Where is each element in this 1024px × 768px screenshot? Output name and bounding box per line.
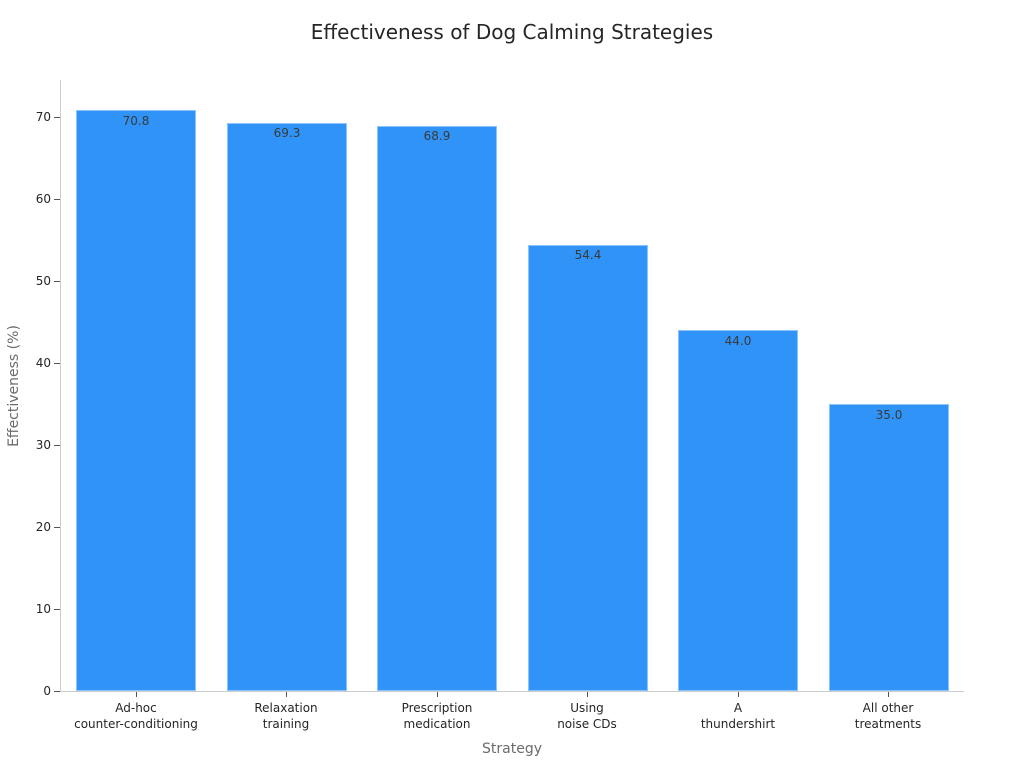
y-tick-label: 60	[35, 192, 51, 206]
bar-ad-hoc-counter-conditioning	[76, 110, 196, 691]
y-tick-label: 50	[35, 274, 51, 288]
y-tick	[54, 691, 60, 692]
x-tick-label: Ad-hoc counter-conditioning	[74, 701, 198, 731]
bar-value-label: 44.0	[724, 334, 752, 348]
bar-value-label: 35.0	[875, 408, 903, 422]
bar-prescription-medication	[377, 126, 497, 691]
x-tick-label: Relaxation training	[254, 701, 318, 731]
x-tick-label: Using noise CDs	[557, 701, 617, 731]
bar-a-thundershirt	[678, 330, 798, 691]
x-tick	[286, 692, 287, 697]
y-tick-label: 30	[35, 438, 51, 452]
x-tick-label: A thundershirt	[700, 701, 776, 731]
x-tick	[587, 692, 588, 697]
bar-value-label: 68.9	[423, 129, 451, 143]
y-axis-line	[60, 80, 61, 692]
chart-title: Effectiveness of Dog Calming Strategies	[310, 20, 714, 44]
bar-relaxation-training	[227, 123, 347, 691]
y-tick	[54, 445, 60, 446]
x-tick-label: Prescription medication	[401, 701, 473, 731]
x-axis-line	[60, 691, 964, 692]
y-tick	[54, 609, 60, 610]
y-tick	[54, 527, 60, 528]
bar-all-other-treatments	[829, 404, 949, 691]
x-tick-label: All other treatments	[854, 701, 922, 731]
x-tick	[136, 692, 137, 697]
y-tick-label: 40	[35, 356, 51, 370]
y-tick-label: 10	[35, 602, 51, 616]
bar-using-noise-cds	[528, 245, 648, 691]
bar-value-label: 70.8	[122, 114, 150, 128]
y-tick	[54, 117, 60, 118]
x-tick	[738, 692, 739, 697]
y-tick	[54, 363, 60, 364]
bar-value-label: 69.3	[273, 126, 301, 140]
y-tick-label: 20	[35, 520, 51, 534]
bar-value-label: 54.4	[574, 248, 602, 262]
y-tick	[54, 199, 60, 200]
y-tick	[54, 281, 60, 282]
y-tick-label: 70	[35, 110, 51, 124]
x-tick	[437, 692, 438, 697]
x-tick	[888, 692, 889, 697]
y-axis-label: Effectiveness (%)	[6, 325, 22, 447]
y-tick-label: 0	[43, 684, 51, 698]
x-axis-label: Strategy	[482, 741, 542, 757]
